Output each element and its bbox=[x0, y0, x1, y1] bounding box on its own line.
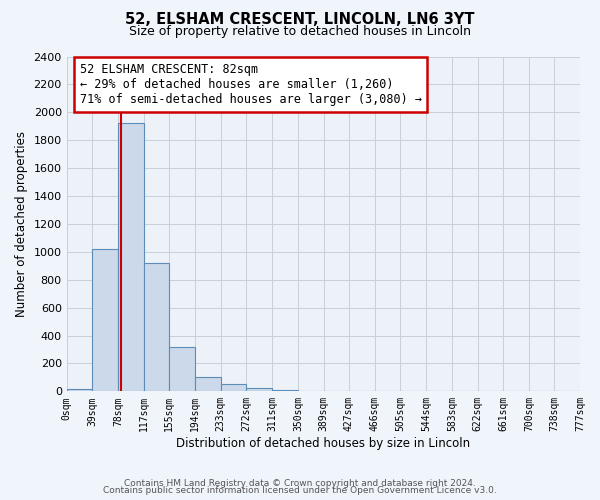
Bar bbox=[272, 390, 298, 392]
Bar bbox=[195, 376, 221, 392]
Bar bbox=[67, 388, 92, 392]
Text: 52 ELSHAM CRESCENT: 82sqm
← 29% of detached houses are smaller (1,260)
71% of se: 52 ELSHAM CRESCENT: 82sqm ← 29% of detac… bbox=[80, 63, 421, 106]
X-axis label: Distribution of detached houses by size in Lincoln: Distribution of detached houses by size … bbox=[176, 437, 470, 450]
Text: Size of property relative to detached houses in Lincoln: Size of property relative to detached ho… bbox=[129, 25, 471, 38]
Bar bbox=[92, 249, 118, 392]
Text: 52, ELSHAM CRESCENT, LINCOLN, LN6 3YT: 52, ELSHAM CRESCENT, LINCOLN, LN6 3YT bbox=[125, 12, 475, 28]
Y-axis label: Number of detached properties: Number of detached properties bbox=[15, 131, 28, 317]
Text: Contains public sector information licensed under the Open Government Licence v3: Contains public sector information licen… bbox=[103, 486, 497, 495]
Text: Contains HM Land Registry data © Crown copyright and database right 2024.: Contains HM Land Registry data © Crown c… bbox=[124, 478, 476, 488]
Bar bbox=[118, 124, 144, 392]
Bar bbox=[169, 346, 195, 392]
Bar bbox=[221, 384, 247, 392]
Bar bbox=[247, 388, 272, 392]
Bar bbox=[144, 263, 169, 392]
